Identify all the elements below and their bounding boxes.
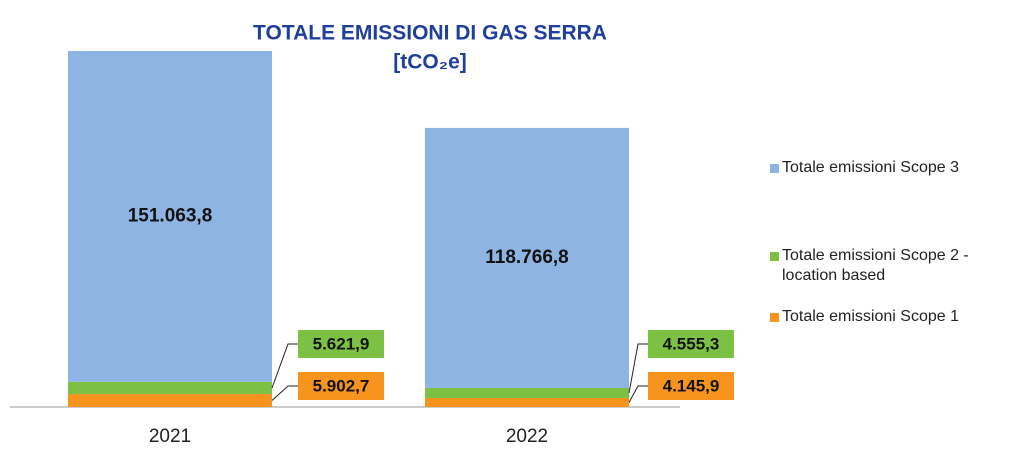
x-tick-label: 2021 bbox=[149, 426, 191, 447]
legend-swatch bbox=[770, 313, 779, 322]
data-label: 4.555,3 bbox=[663, 334, 720, 353]
bar-segment bbox=[68, 394, 272, 407]
data-label: 118.766,8 bbox=[485, 247, 568, 268]
label-box bbox=[648, 372, 734, 400]
legend-item: Totale emissioni Scope 2 - location base… bbox=[770, 246, 1020, 286]
bar-segment bbox=[68, 51, 272, 382]
leader-line bbox=[628, 343, 648, 394]
chart-title: TOTALE EMISSIONI DI GAS SERRA bbox=[253, 22, 607, 45]
bar-segment bbox=[425, 127, 629, 388]
leader-line bbox=[271, 343, 298, 389]
legend-swatch bbox=[770, 164, 779, 173]
legend-label: Totale emissioni Scope 3 bbox=[782, 159, 959, 176]
data-label: 5.902,7 bbox=[313, 376, 370, 395]
bar-segment bbox=[425, 397, 629, 407]
legend-item: Totale emissioni Scope 1 bbox=[770, 307, 1020, 327]
chart-subtitle: [tCO₂e] bbox=[393, 51, 467, 74]
bar-segment bbox=[68, 381, 272, 395]
data-label: 151.063,8 bbox=[128, 205, 213, 226]
label-box bbox=[648, 330, 734, 358]
legend-label: Totale emissioni Scope 2 - location base… bbox=[782, 247, 969, 284]
legend-swatch bbox=[770, 252, 779, 261]
label-box bbox=[298, 372, 384, 400]
data-label: 5.621,9 bbox=[313, 334, 370, 353]
bar-segment bbox=[425, 387, 629, 398]
label-box bbox=[298, 330, 384, 358]
data-label: 4.145,9 bbox=[663, 376, 720, 395]
leader-line bbox=[271, 385, 298, 401]
x-tick-label: 2022 bbox=[506, 426, 548, 447]
legend-item: Totale emissioni Scope 3 bbox=[770, 158, 1020, 178]
legend-label: Totale emissioni Scope 1 bbox=[782, 308, 959, 325]
leader-line bbox=[628, 385, 648, 403]
